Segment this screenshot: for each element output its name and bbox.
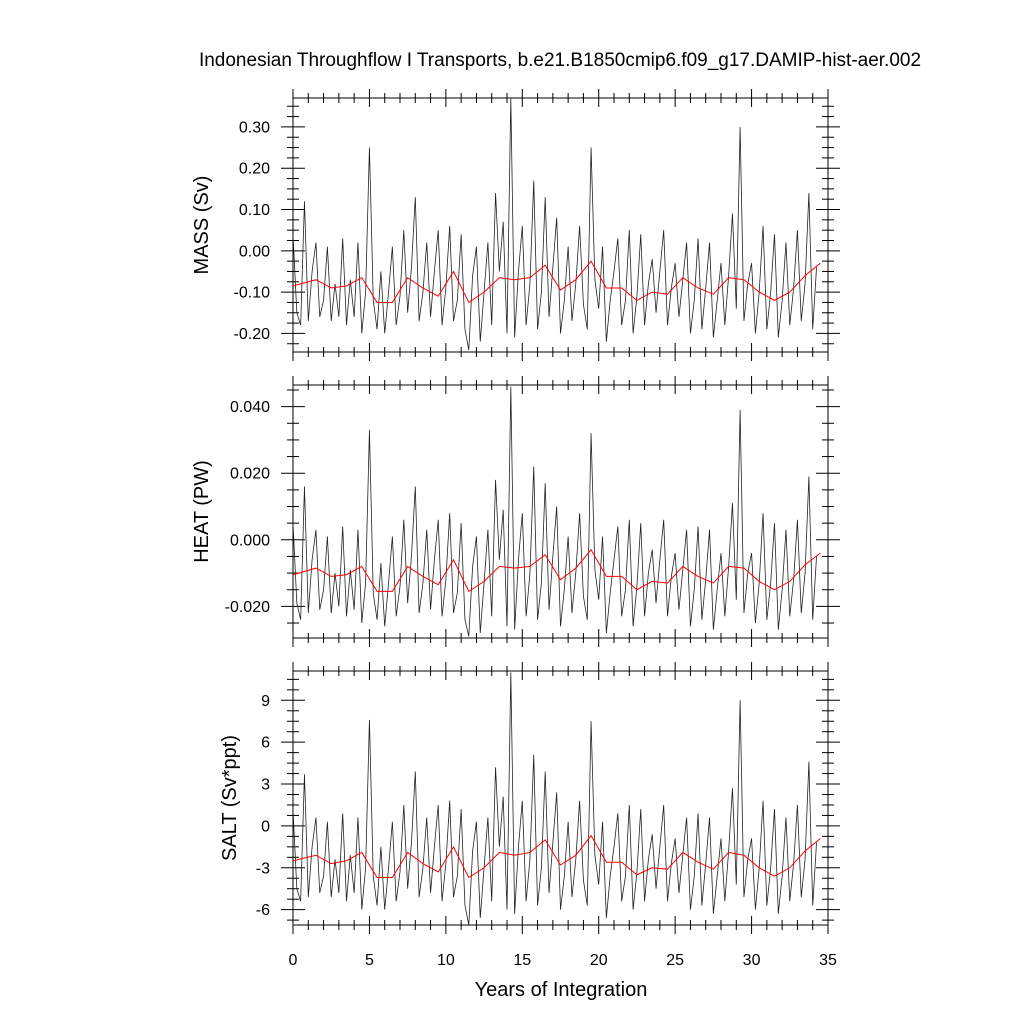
x-axis-label: Years of Integration [475,979,648,1001]
salt-plot-frame [292,670,829,926]
mass-y-tick-label: 0.00 [239,243,270,260]
mass-y-tick-label: -0.20 [234,326,271,343]
salt-y-tick-label: 6 [261,735,270,752]
x-tick-label: 5 [365,952,374,969]
salt-y-tick-labels: -6 -3 0 3 6 9 [256,693,270,919]
x-tick-label: 15 [513,952,531,969]
chart-title: Indonesian Throughflow I Transports, b.e… [199,50,921,71]
mass-panel: -0.20 -0.10 0.00 0.10 0.20 0.30 MASS (Sv) [191,89,840,361]
x-tick-label: 10 [437,952,455,969]
heat-annual-mean-series-line [293,548,821,593]
heat-y-axis-label: HEAT (PW) [191,460,213,563]
heat-y-tick-label: 0.000 [230,532,270,549]
heat-y-tick-label: -0.020 [225,599,270,616]
heat-monthly-series-line [293,386,817,637]
salt-y-tick-label: -3 [256,860,270,877]
mass-y-tick-label: -0.10 [234,285,271,302]
mass-y-tick-label: 0.10 [239,202,270,219]
x-tick-label: 25 [666,952,684,969]
mass-x-ticks [292,89,829,361]
salt-y-tick-label: 3 [261,777,270,794]
mass-y-ticks [281,105,840,345]
salt-y-axis-label: SALT (Sv*ppt) [219,735,241,861]
mass-plot-frame [292,97,829,353]
panels-group: -0.20 -0.10 0.00 0.10 0.20 0.30 MASS (Sv) -0.02… [191,89,840,934]
heat-y-tick-label: 0.040 [230,399,270,416]
heat-x-ticks [292,376,829,647]
salt-y-tick-label: -6 [256,902,270,919]
x-tick-label: 20 [590,952,608,969]
salt-monthly-series-line [293,672,817,925]
heat-panel: -0.020 0.000 0.020 0.040 HEAT (PW) [191,376,840,647]
x-tick-label: 0 [289,952,298,969]
salt-y-tick-label: 9 [261,693,270,710]
salt-annual-mean-series-line [293,834,821,879]
heat-y-tick-labels: -0.020 0.000 0.020 0.040 [225,399,270,616]
salt-x-ticks [292,662,829,934]
salt-y-tick-label: 0 [261,818,270,835]
mass-monthly-series-line [293,98,817,351]
heat-y-tick-label: 0.020 [230,466,270,483]
heat-plot-frame [292,384,829,639]
salt-y-ticks [281,678,840,921]
x-tick-label: 30 [743,952,761,969]
mass-y-tick-labels: -0.20 -0.10 0.00 0.10 0.20 0.30 [234,119,271,343]
mass-y-tick-label: 0.30 [239,119,270,136]
x-tick-labels: 0 5 10 15 20 25 30 35 [289,952,837,969]
mass-y-tick-label: 0.20 [239,161,270,178]
mass-y-axis-label: MASS (Sv) [191,176,213,275]
x-tick-label: 35 [819,952,837,969]
salt-panel: -6 -3 0 3 6 9 SALT (Sv*ppt) [219,662,840,934]
mass-annual-mean-series-line [293,260,821,304]
